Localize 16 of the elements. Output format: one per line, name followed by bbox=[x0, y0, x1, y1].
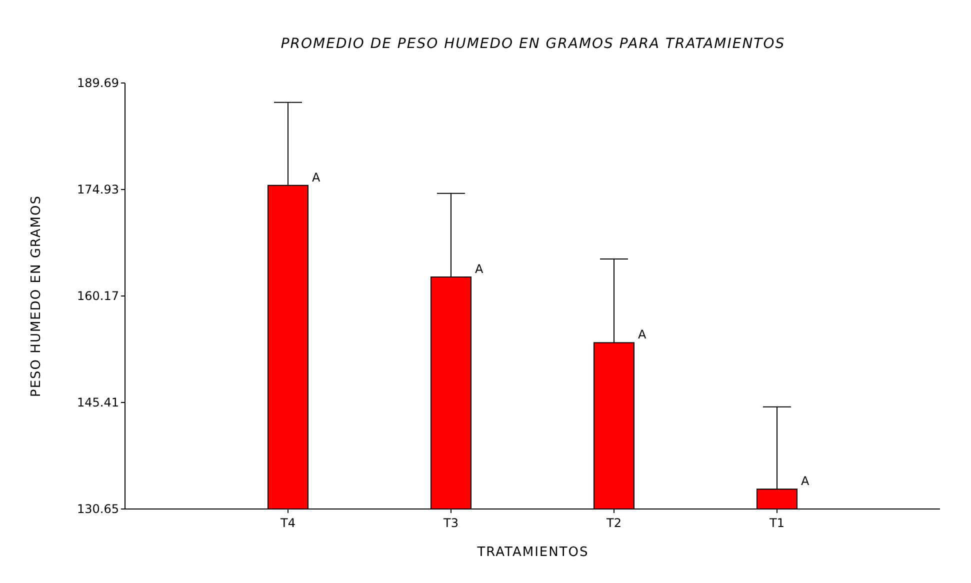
y-axis-title: PESO HUMEDO EN GRAMOS bbox=[29, 194, 44, 398]
y-tick-label: 174.93 bbox=[77, 182, 119, 197]
x-tick-label: T2 bbox=[606, 516, 622, 530]
annotation: A bbox=[801, 474, 810, 488]
annotation: A bbox=[312, 170, 321, 184]
x-axis-title: TRATAMIENTOS bbox=[476, 545, 589, 560]
x-tick-label: T3 bbox=[442, 516, 458, 530]
annotation: A bbox=[638, 328, 647, 342]
x-tick-label: T4 bbox=[280, 516, 296, 530]
annotation: A bbox=[475, 262, 484, 276]
x-tick-label: T1 bbox=[768, 516, 784, 530]
y-tick-label: 189.69 bbox=[77, 76, 119, 90]
y-tick-label: 145.41 bbox=[77, 396, 119, 410]
y-tick-label: 130.65 bbox=[77, 502, 119, 516]
y-tick-label: 160.17 bbox=[77, 289, 119, 304]
chart-title: PROMEDIO DE PESO HUMEDO EN GRAMOS PARA TRATAMIENTOS bbox=[280, 36, 786, 52]
